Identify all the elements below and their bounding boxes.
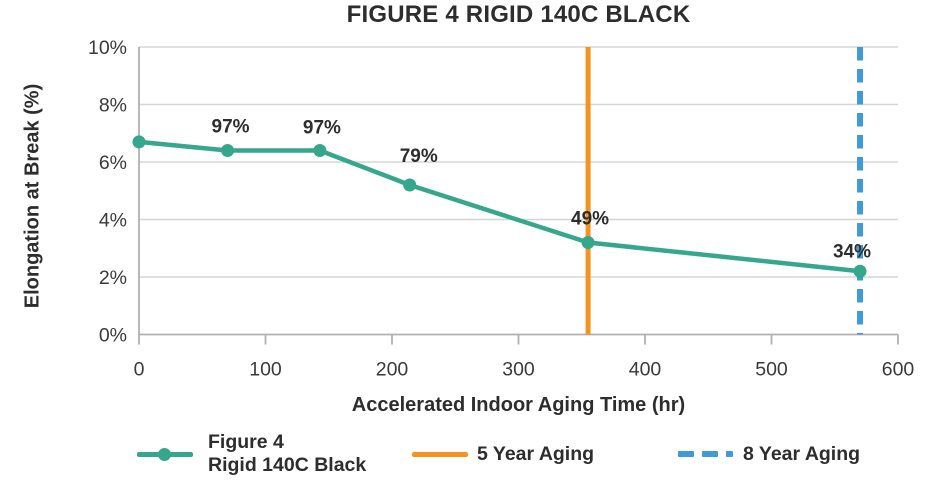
x-axis-title: Accelerated Indoor Aging Time (hr)	[351, 394, 686, 416]
legend-item-five-year: 5 Year Aging	[412, 429, 594, 479]
data-point	[853, 264, 867, 278]
data-point	[313, 144, 327, 157]
y-tick-label: 8%	[99, 95, 127, 117]
x-tick-label: 100	[249, 359, 282, 381]
data-point-label: 97%	[303, 118, 341, 139]
legend-label-series-line2: Rigid 140C Black	[208, 454, 367, 476]
legend-label-series: Figure 4 Rigid 140C Black	[208, 431, 366, 477]
data-point	[221, 144, 235, 157]
y-tick-label: 4%	[99, 210, 127, 232]
data-point-label: 34%	[833, 241, 871, 262]
x-tick-label: 500	[755, 359, 788, 381]
x-tick-label: 200	[376, 359, 409, 381]
dash-segment	[678, 451, 694, 457]
series-marker-icon	[158, 447, 171, 461]
y-tick-label: 10%	[88, 37, 127, 59]
y-tick-label: 0%	[99, 325, 127, 347]
series-line-icon	[137, 447, 193, 461]
dash-segment	[726, 451, 733, 457]
five-year-line-icon	[412, 451, 468, 457]
data-point	[132, 135, 146, 149]
legend-item-series: Figure 4 Rigid 140C Black	[137, 429, 366, 479]
y-tick-label: 6%	[99, 152, 127, 174]
eight-year-dash-icon	[678, 451, 733, 457]
x-tick-label: 300	[502, 359, 535, 381]
legend-label-series-line1: Figure 4	[208, 431, 284, 453]
data-point	[581, 236, 595, 249]
data-point-label: 49%	[571, 209, 609, 230]
x-tick-label: 600	[882, 359, 915, 381]
data-point-label: 79%	[400, 146, 438, 167]
legend-label-five-year: 5 Year Aging	[477, 442, 595, 465]
chart-title: FIGURE 4 RIGID 140C BLACK	[346, 1, 691, 28]
data-point	[403, 178, 417, 192]
x-tick-label: 0	[134, 359, 145, 381]
series-line	[136, 139, 863, 274]
data-point-label: 97%	[212, 117, 250, 138]
dash-segment	[702, 451, 718, 457]
legend-label-eight-year: 8 Year Aging	[743, 442, 861, 465]
legend-item-eight-year: 8 Year Aging	[678, 429, 860, 479]
y-tick-label: 2%	[99, 267, 127, 289]
x-tick-label: 400	[629, 359, 662, 381]
